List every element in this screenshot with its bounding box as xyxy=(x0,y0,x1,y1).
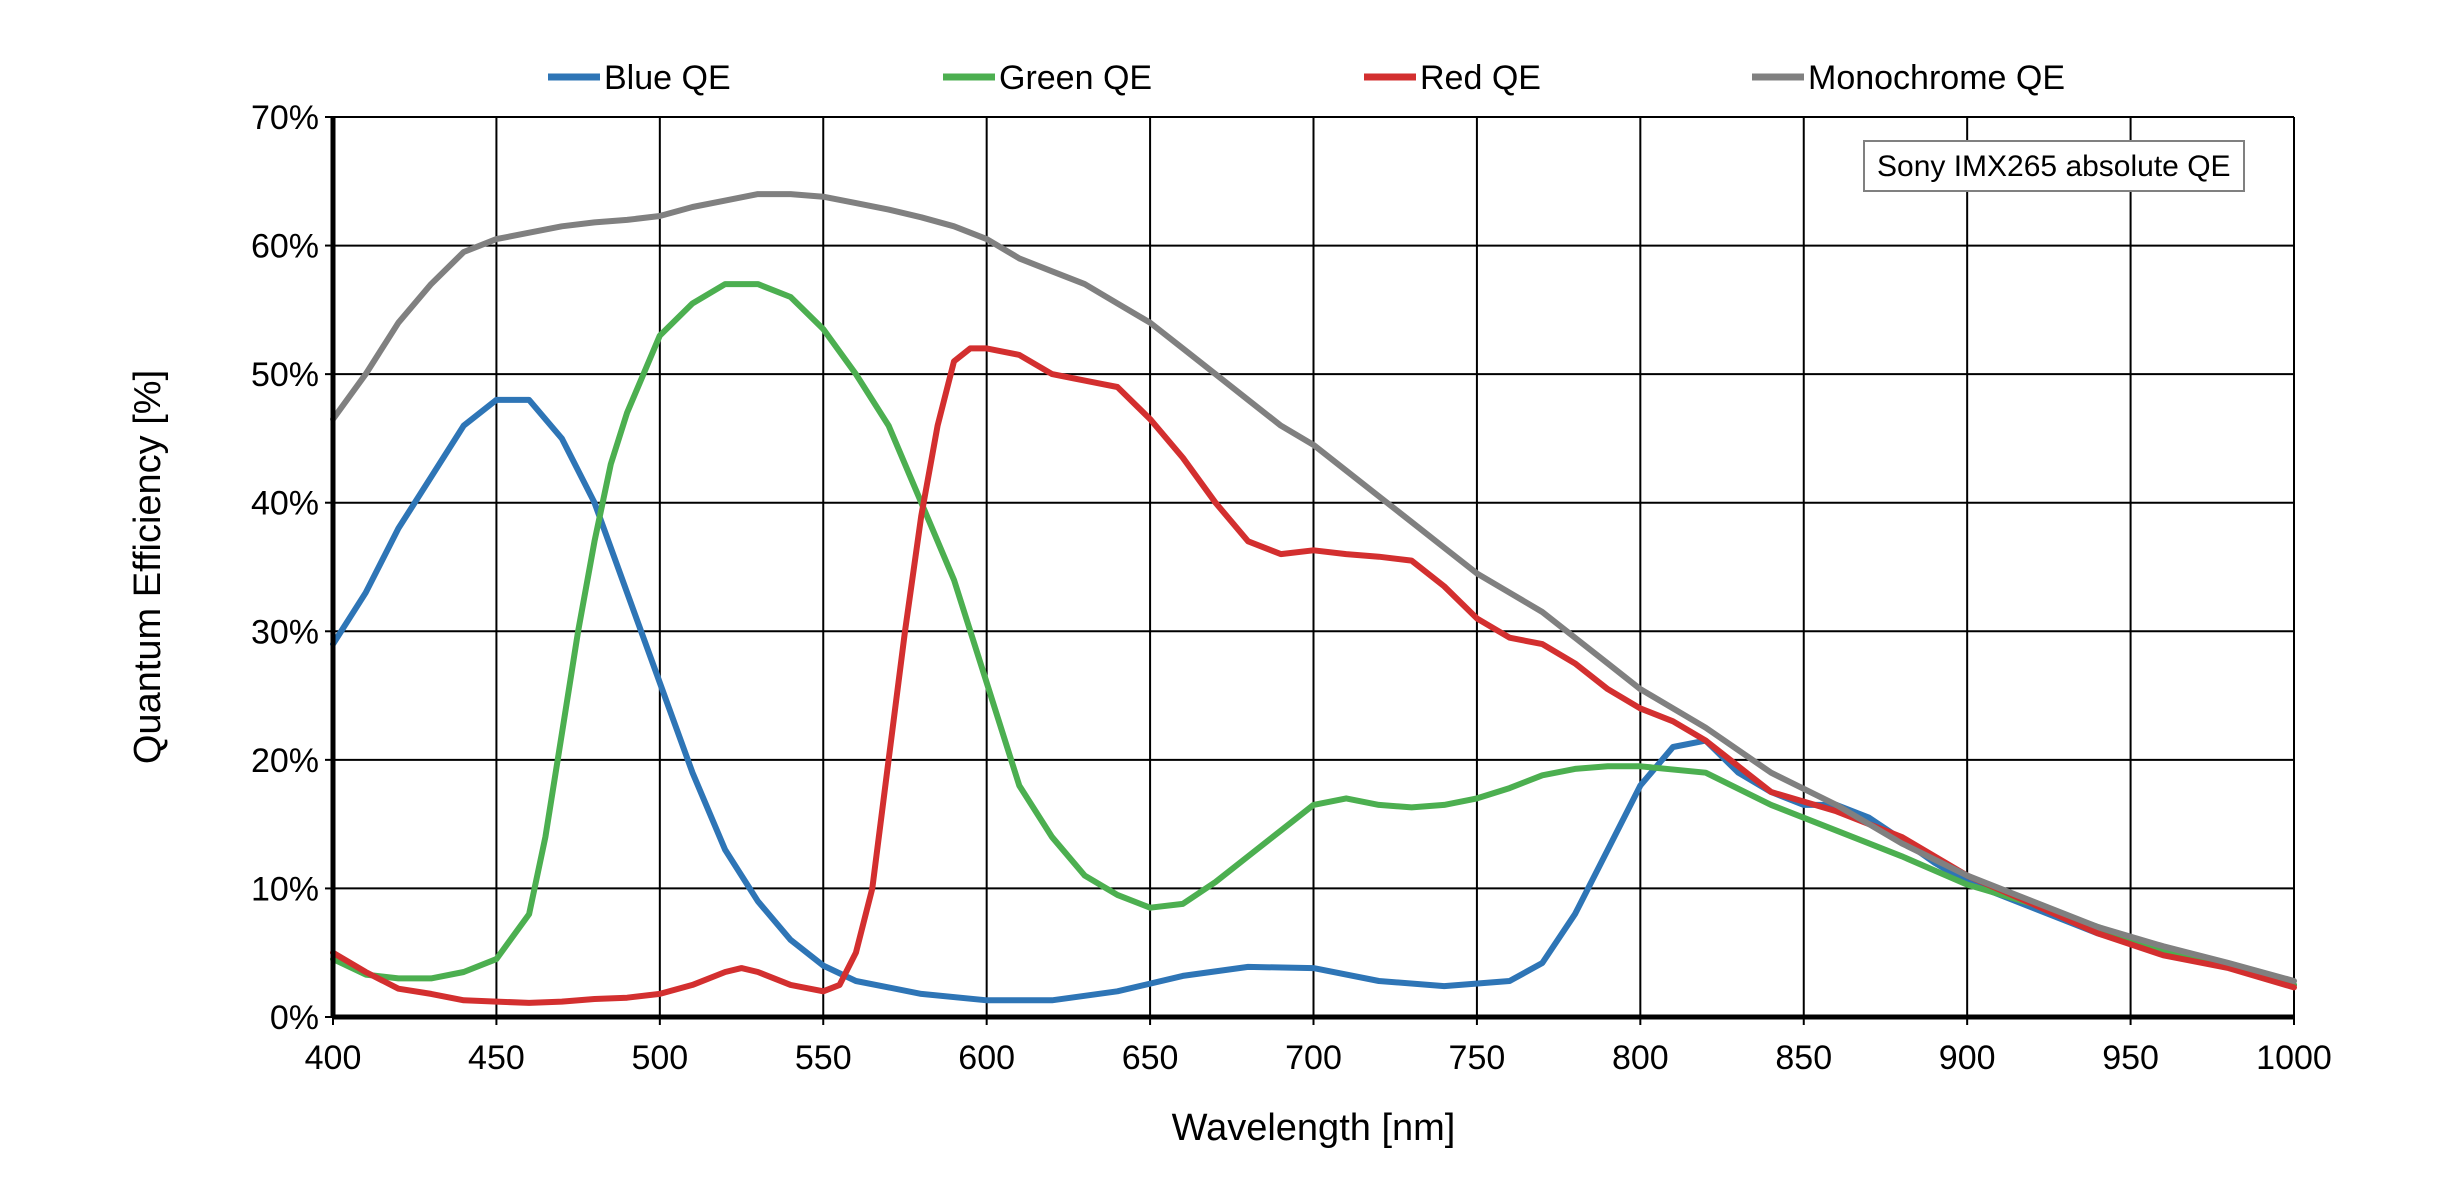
y-tick-label: 10% xyxy=(251,870,319,908)
legend-label-red-qe: Red QE xyxy=(1420,59,1541,97)
x-tick-label: 800 xyxy=(1612,1039,1669,1077)
legend-label-blue-qe: Blue QE xyxy=(604,59,731,97)
x-tick-label: 650 xyxy=(1122,1039,1179,1077)
series-line-red-qe xyxy=(330,345,2297,1006)
series-line-green-qe xyxy=(330,281,2297,988)
y-axis-title: Quantum Efficiency [%] xyxy=(127,370,169,764)
x-tick-label: 1000 xyxy=(2256,1039,2332,1077)
series-layer xyxy=(330,191,2297,1006)
y-tick-label: 50% xyxy=(251,356,319,394)
legend-label-green-qe: Green QE xyxy=(999,59,1152,97)
x-tick-label: 550 xyxy=(795,1039,852,1077)
y-tick-label: 40% xyxy=(251,485,319,523)
annotation-frame xyxy=(1863,140,2245,192)
x-tick-label: 450 xyxy=(468,1039,525,1077)
series-line-blue-qe xyxy=(330,396,2297,1004)
x-tick-label: 900 xyxy=(1939,1039,1996,1077)
axis-layer: 400 450 500 550 600 650 700 750 800 850 900 950 1000… xyxy=(251,99,2332,1077)
y-tick-label: 0% xyxy=(270,999,319,1037)
annotation-box: Sony IMX265 absolute QE xyxy=(1863,140,2245,192)
legend-label-monochrome-qe: Monochrome QE xyxy=(1808,59,2065,97)
y-tick-label: 70% xyxy=(251,99,319,137)
x-tick-label: 850 xyxy=(1775,1039,1832,1077)
x-axis-title: Wavelength [nm] xyxy=(1172,1107,1456,1149)
x-tick-label: 600 xyxy=(958,1039,1015,1077)
y-tick-label: 20% xyxy=(251,742,319,780)
grid-layer xyxy=(333,116,2295,1017)
annotation-text: Sony IMX265 absolute QE xyxy=(1877,150,2231,183)
x-tick-label: 750 xyxy=(1449,1039,1506,1077)
x-tick-label: 700 xyxy=(1285,1039,1342,1077)
y-tick-label: 30% xyxy=(251,613,319,651)
y-tick-label: 60% xyxy=(251,228,319,266)
x-tick-label: 500 xyxy=(631,1039,688,1077)
legend: Blue QE Green QE Red QE Monochrome QE xyxy=(548,59,2065,97)
series-line-monochrome-qe xyxy=(330,191,2297,984)
x-tick-label: 950 xyxy=(2102,1039,2159,1077)
x-tick-label: 400 xyxy=(305,1039,362,1077)
